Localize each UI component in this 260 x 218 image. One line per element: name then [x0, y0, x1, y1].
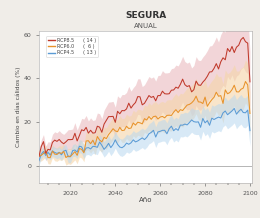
X-axis label: Año: Año	[139, 197, 152, 203]
Legend: RCP8.5      ( 14 ), RCP6.0      (  6 ), RCP4.5      ( 13 ): RCP8.5 ( 14 ), RCP6.0 ( 6 ), RCP4.5 ( 13…	[46, 36, 98, 57]
Text: ANUAL: ANUAL	[134, 23, 158, 29]
Y-axis label: Cambio en días cálidos (%): Cambio en días cálidos (%)	[15, 66, 21, 147]
Text: SEGURA: SEGURA	[125, 11, 166, 20]
